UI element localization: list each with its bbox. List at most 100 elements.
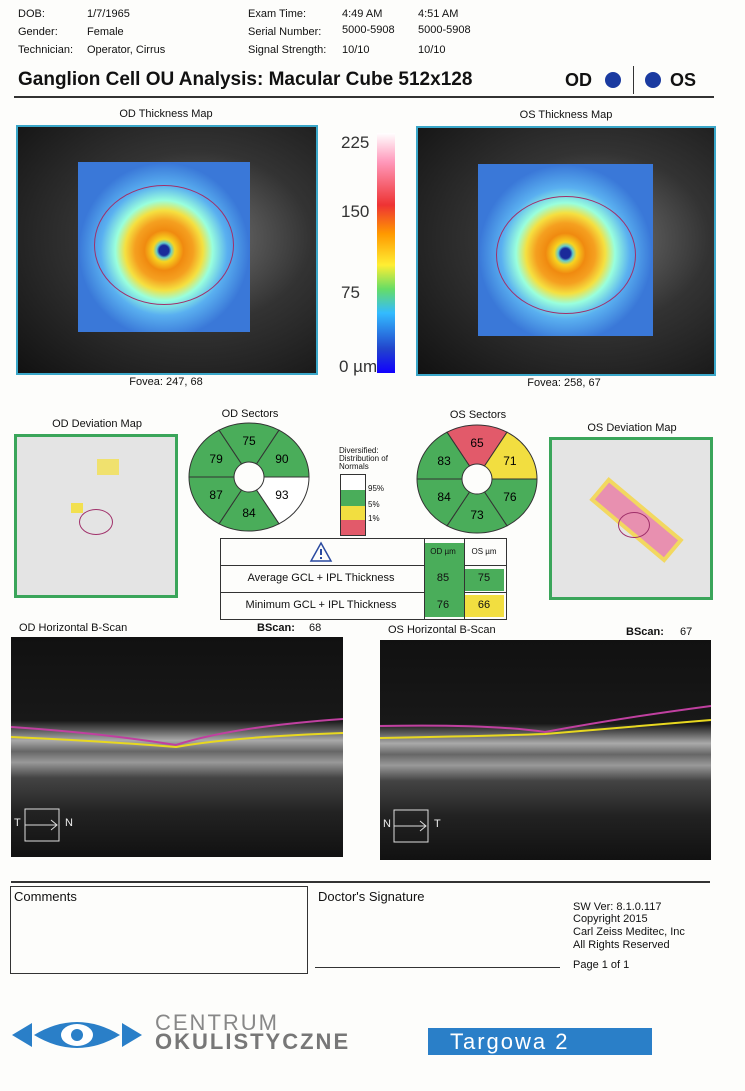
value: 10/10 xyxy=(418,44,446,56)
table-header: OD µm xyxy=(430,547,456,556)
table-cell: 76 xyxy=(436,599,450,611)
value: 10/10 xyxy=(342,44,370,56)
sector xyxy=(188,476,243,525)
logo-eye xyxy=(12,1022,142,1048)
value: 5000-5908 xyxy=(342,24,395,36)
od-deviation-map xyxy=(14,434,178,598)
logo-text: CENTRUM xyxy=(155,1010,279,1035)
report-title: Ganglion Cell OU Analysis: Macular Cube … xyxy=(18,69,473,90)
table xyxy=(220,538,507,620)
sw-info: SW Ver: 8.1.0.117 xyxy=(573,901,662,913)
sector xyxy=(483,431,538,480)
od-bscan xyxy=(11,637,343,857)
sector-value: 84 xyxy=(242,506,256,520)
sector-value: 84 xyxy=(437,490,451,504)
bscan-label: BScan: xyxy=(257,622,295,634)
map-title: OS Deviation Map xyxy=(587,422,677,434)
label: Technician: xyxy=(18,44,74,56)
sector-value: 71 xyxy=(503,454,517,468)
signature-line xyxy=(315,967,560,968)
table-cell: Minimum GCL + IPL Thickness xyxy=(245,599,397,611)
sector-value: 93 xyxy=(275,488,289,502)
sector-value: 87 xyxy=(209,488,223,502)
fovea: Fovea: 247, 68 xyxy=(129,376,203,388)
signature-label: Doctor's Signature xyxy=(318,889,425,904)
logo-address: Targowa 2 xyxy=(450,1029,570,1054)
table-header: OS µm xyxy=(471,547,497,556)
label: Exam Time: xyxy=(248,8,307,20)
sw-info: Carl Zeiss Meditec, Inc xyxy=(573,926,685,938)
bscan-title: OD Horizontal B-Scan xyxy=(19,622,128,634)
value: Operator, Cirrus xyxy=(87,44,166,56)
value: 4:51 AM xyxy=(418,8,459,20)
value: 5000-5908 xyxy=(418,24,471,36)
od-dot xyxy=(605,72,621,88)
sector xyxy=(446,424,508,467)
label: Gender: xyxy=(18,26,58,38)
sector xyxy=(483,478,538,527)
os-dot xyxy=(645,72,661,88)
legend-title: Diversified: Distribution of Normals xyxy=(339,446,388,471)
bscan-dir: T xyxy=(434,818,441,830)
sw-info: Copyright 2015 xyxy=(573,913,648,925)
map-title: OD Thickness Map xyxy=(119,108,213,120)
bscan-value: 68 xyxy=(309,622,322,634)
scale-label: 150 xyxy=(341,202,370,221)
sector-value: 83 xyxy=(437,454,451,468)
bscan-dir: T xyxy=(14,817,21,829)
scale-label: 0 µm xyxy=(339,357,378,376)
sector xyxy=(255,476,310,525)
legend-bar xyxy=(340,474,366,536)
sectors-title: OD Sectors xyxy=(221,408,279,420)
legend-level: 5% xyxy=(368,500,380,509)
os-bscan xyxy=(380,640,711,860)
table-cell: Average GCL + IPL Thickness xyxy=(247,572,395,584)
divider xyxy=(633,66,634,94)
legend-level: 95% xyxy=(368,484,385,493)
sector xyxy=(416,431,471,480)
map-title: OS Thickness Map xyxy=(519,109,613,121)
value: 4:49 AM xyxy=(342,8,383,20)
rule xyxy=(11,881,710,883)
table-cell: 75 xyxy=(477,572,491,584)
sector-value: 75 xyxy=(242,434,256,448)
os-label: OS xyxy=(670,70,697,90)
sector-value: 76 xyxy=(503,490,517,504)
sector-value: 73 xyxy=(470,508,484,522)
os-thickness-map xyxy=(416,126,716,376)
label: DOB: xyxy=(18,8,45,20)
sector xyxy=(416,478,471,527)
sector xyxy=(218,489,280,532)
sector xyxy=(446,491,508,534)
od-label: OD xyxy=(565,70,592,90)
table-cell: 66 xyxy=(477,599,491,611)
sector xyxy=(188,429,243,478)
legend-level: 1% xyxy=(368,514,380,523)
scale-label: 225 xyxy=(341,133,370,152)
bscan-label: BScan: xyxy=(626,626,664,638)
logo-banner xyxy=(428,1028,652,1055)
map-title: OD Deviation Map xyxy=(52,418,142,430)
od-thickness-map xyxy=(16,125,318,375)
sector xyxy=(218,422,280,465)
sector-value: 65 xyxy=(470,436,484,450)
sw-info: All Rights Reserved xyxy=(573,939,670,951)
sector-value: 79 xyxy=(209,452,223,466)
rule xyxy=(14,96,714,98)
comments-label: Comments xyxy=(14,889,77,904)
fovea: Fovea: 258, 67 xyxy=(527,377,601,389)
bscan-value: 67 xyxy=(680,626,693,638)
bscan-dir: N xyxy=(65,817,73,829)
sw-info: Page 1 of 1 xyxy=(573,959,630,971)
table-cell: 85 xyxy=(436,572,450,584)
warning-icon xyxy=(309,541,333,562)
bscan-dir: N xyxy=(383,818,391,830)
label: Signal Strength: xyxy=(248,44,327,56)
logo-text: OKULISTYCZNE xyxy=(155,1029,351,1054)
bscan-title: OS Horizontal B-Scan xyxy=(388,624,496,636)
sector-value: 90 xyxy=(275,452,289,466)
label: Serial Number: xyxy=(248,26,322,38)
os-deviation-map xyxy=(549,437,713,600)
sector xyxy=(255,429,310,478)
